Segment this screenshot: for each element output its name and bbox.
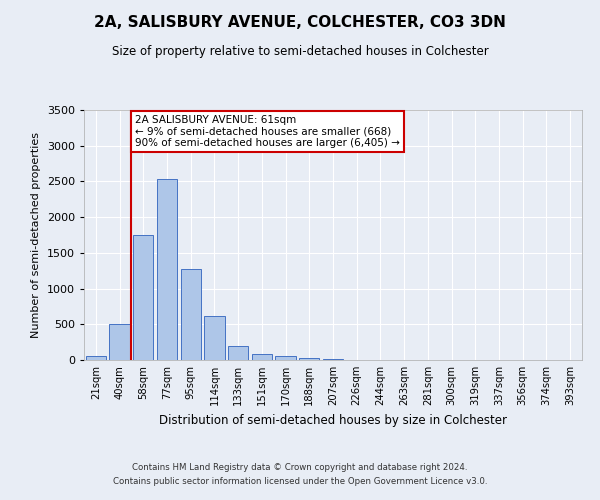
Bar xyxy=(86,356,106,360)
Bar xyxy=(133,235,154,360)
Bar xyxy=(228,346,248,360)
Bar xyxy=(275,356,296,360)
Bar xyxy=(323,359,343,360)
Bar xyxy=(181,270,201,360)
Bar xyxy=(299,358,319,360)
Bar xyxy=(109,324,130,360)
Text: 2A SALISBURY AVENUE: 61sqm
← 9% of semi-detached houses are smaller (668)
90% of: 2A SALISBURY AVENUE: 61sqm ← 9% of semi-… xyxy=(135,115,400,148)
X-axis label: Distribution of semi-detached houses by size in Colchester: Distribution of semi-detached houses by … xyxy=(159,414,507,426)
Text: 2A, SALISBURY AVENUE, COLCHESTER, CO3 3DN: 2A, SALISBURY AVENUE, COLCHESTER, CO3 3D… xyxy=(94,15,506,30)
Bar xyxy=(157,178,177,360)
Text: Contains HM Land Registry data © Crown copyright and database right 2024.: Contains HM Land Registry data © Crown c… xyxy=(132,464,468,472)
Text: Contains public sector information licensed under the Open Government Licence v3: Contains public sector information licen… xyxy=(113,477,487,486)
Bar xyxy=(252,354,272,360)
Y-axis label: Number of semi-detached properties: Number of semi-detached properties xyxy=(31,132,41,338)
Bar xyxy=(205,316,224,360)
Text: Size of property relative to semi-detached houses in Colchester: Size of property relative to semi-detach… xyxy=(112,45,488,58)
